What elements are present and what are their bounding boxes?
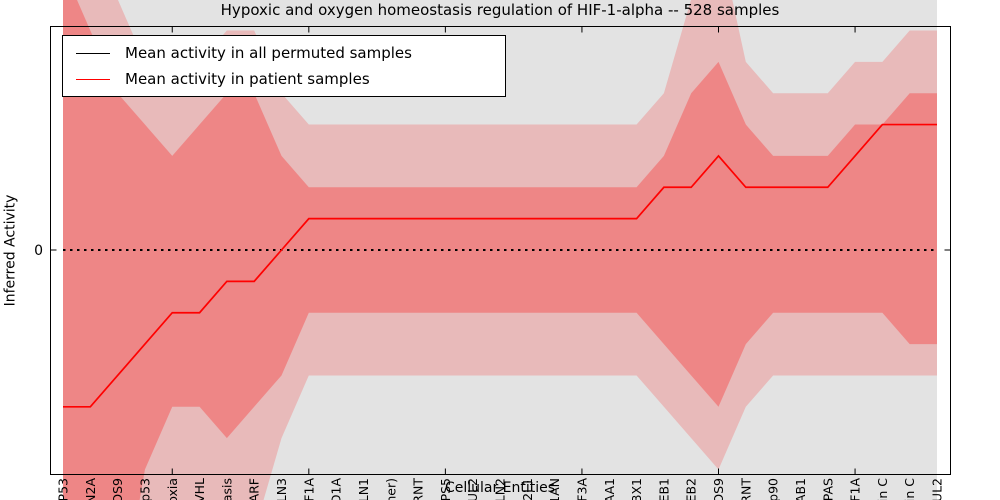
x-category-label: TCEB1: [656, 478, 671, 500]
chart-title: Hypoxic and oxygen homeostasis regulatio…: [220, 1, 780, 19]
x-category-label: HIF1A/RACK1/Elongin B/Elongin C: [902, 478, 917, 500]
x-category-label: oxygen homeostasis: [219, 478, 234, 500]
x-category-label: HIF1A: [301, 478, 316, 500]
x-axis-label: Cellular Entities: [444, 480, 556, 496]
x-category-label: response to hypoxia: [165, 478, 180, 500]
x-category-label: RBX1: [629, 478, 644, 500]
legend-label-patient: Mean activity in patient samples: [125, 70, 370, 88]
x-category-label: GNB2L1: [520, 478, 535, 500]
legend-item-patient: Mean activity in patient samples: [63, 70, 505, 88]
legend: Mean activity in all permuted samples Me…: [62, 35, 506, 97]
x-category-label: CDKN2A: [83, 478, 98, 500]
patient-std-outer-band: [63, 0, 937, 500]
patient-mean-line: [63, 123, 937, 408]
x-category-label: ARNT: [411, 478, 426, 500]
x-category-label: TCEB2: [684, 478, 699, 500]
x-category-label: FIH (dimer): [383, 478, 398, 500]
y-axis-label: Inferred Activity: [2, 194, 19, 307]
permuted-std-band: [63, 0, 937, 500]
x-category-label: EGLN1: [356, 478, 371, 500]
x-category-label: HIF1A/Hsp90: [766, 478, 781, 500]
x-category-label: OS9: [110, 478, 125, 500]
x-category-label: COPS5: [438, 478, 453, 500]
patient-std-inner-band: [63, 0, 937, 500]
permuted-line-sample: [76, 52, 110, 54]
legend-item-permuted: Mean activity in all permuted samples: [63, 44, 505, 62]
x-category-label: HIF1A/p19ARF: [247, 478, 262, 500]
x-category-label: RACK1/Elongin B/Elongin C: [875, 478, 890, 500]
x-category-label: HIF1AN: [547, 478, 562, 500]
x-category-label: HSP90AA1: [602, 478, 617, 500]
x-category-label: PHD1-3/OS9: [711, 478, 726, 500]
legend-label-permuted: Mean activity in all permuted samples: [125, 44, 412, 62]
x-category-label: HIF3A: [574, 478, 589, 500]
patient-line-sample: [76, 78, 110, 80]
x-category-label: TP53: [56, 478, 71, 500]
x-category-label: ARD1A: [329, 478, 344, 500]
x-category-label: EGLN3: [274, 478, 289, 500]
x-category-label: EGLN2: [493, 478, 508, 500]
y-tick-label: 0: [34, 243, 43, 259]
x-category-label: HIF1A/p53: [137, 478, 152, 500]
x-category-label: VHL/Elongin B/Elongin C/RBX1/CUL2/HIF1A: [848, 478, 863, 500]
x-category-label: VHL: [192, 478, 207, 500]
x-category-label: VHL/Elongin B/Elongin C/RBX1/CUL2: [930, 478, 945, 500]
x-category-label: HIF1A/ARNT: [738, 478, 753, 500]
x-category-label: CUL2: [465, 478, 480, 500]
x-category-label: ARNT/IPAS: [820, 478, 835, 500]
x-category-label: HIF1A/JAB1: [793, 478, 808, 500]
